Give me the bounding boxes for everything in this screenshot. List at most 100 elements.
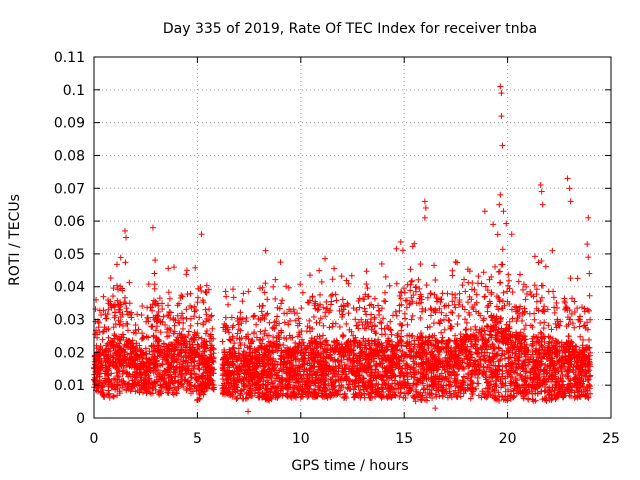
data-point bbox=[239, 298, 246, 305]
data-point bbox=[151, 285, 158, 292]
data-point bbox=[430, 320, 437, 327]
data-point bbox=[194, 320, 201, 327]
data-point bbox=[463, 326, 470, 333]
data-point bbox=[586, 292, 593, 299]
data-point bbox=[399, 247, 406, 254]
data-point bbox=[537, 298, 544, 305]
data-point bbox=[466, 311, 473, 318]
data-point bbox=[368, 311, 375, 318]
data-point bbox=[531, 310, 538, 317]
data-point bbox=[444, 290, 451, 297]
data-point bbox=[140, 334, 147, 341]
data-point bbox=[496, 268, 503, 275]
data-point bbox=[454, 321, 461, 328]
data-point bbox=[237, 309, 244, 316]
data-point bbox=[535, 259, 542, 266]
data-point bbox=[519, 317, 526, 324]
data-point bbox=[539, 282, 546, 289]
data-point bbox=[171, 384, 178, 391]
data-point bbox=[298, 305, 305, 312]
data-point bbox=[279, 297, 286, 304]
data-point bbox=[382, 381, 389, 388]
data-point bbox=[397, 295, 404, 302]
data-point bbox=[522, 296, 529, 303]
data-point bbox=[393, 280, 400, 287]
data-point bbox=[517, 303, 524, 310]
data-point bbox=[404, 321, 411, 328]
data-point bbox=[259, 302, 266, 309]
data-point bbox=[464, 299, 471, 306]
data-point bbox=[285, 284, 292, 291]
data-point bbox=[272, 358, 279, 365]
data-point bbox=[333, 297, 340, 304]
data-point bbox=[382, 273, 389, 280]
data-point bbox=[386, 282, 393, 289]
data-point bbox=[307, 272, 314, 279]
data-point bbox=[183, 306, 190, 313]
data-point bbox=[449, 309, 456, 316]
data-point bbox=[400, 285, 407, 292]
data-point bbox=[299, 289, 306, 296]
data-point bbox=[257, 385, 264, 392]
data-point bbox=[235, 345, 242, 352]
data-point bbox=[346, 326, 353, 333]
data-point bbox=[239, 315, 246, 322]
data-point bbox=[316, 267, 323, 274]
data-point bbox=[409, 243, 416, 250]
data-point bbox=[586, 307, 593, 314]
data-point bbox=[419, 305, 426, 312]
data-point bbox=[378, 331, 385, 338]
data-point bbox=[549, 247, 556, 254]
data-point bbox=[462, 288, 469, 295]
data-point bbox=[209, 325, 216, 332]
data-point bbox=[364, 285, 371, 292]
data-point bbox=[363, 325, 370, 332]
data-point bbox=[448, 309, 455, 316]
data-point bbox=[391, 380, 398, 387]
data-point bbox=[114, 261, 121, 268]
data-point bbox=[283, 283, 290, 290]
data-point bbox=[122, 259, 129, 266]
data-point bbox=[462, 326, 469, 333]
data-point bbox=[363, 268, 370, 275]
data-point bbox=[439, 334, 446, 341]
data-point bbox=[407, 287, 414, 294]
data-point bbox=[571, 324, 578, 331]
data-point bbox=[584, 319, 591, 326]
data-point bbox=[330, 320, 337, 327]
data-point bbox=[124, 327, 131, 334]
data-point bbox=[348, 272, 355, 279]
data-point bbox=[113, 282, 120, 289]
data-point bbox=[155, 308, 162, 315]
data-point bbox=[378, 325, 385, 332]
data-point bbox=[548, 326, 555, 333]
data-point bbox=[398, 327, 405, 334]
data-point bbox=[409, 312, 416, 319]
data-point bbox=[280, 342, 287, 349]
data-point bbox=[230, 322, 237, 329]
chart-title: Day 335 of 2019, Rate Of TEC Index for r… bbox=[163, 21, 537, 37]
data-point bbox=[382, 298, 389, 305]
data-point bbox=[196, 314, 203, 321]
data-point bbox=[222, 288, 229, 295]
data-point bbox=[317, 291, 324, 298]
data-point bbox=[407, 281, 414, 288]
data-point bbox=[393, 312, 400, 319]
data-point bbox=[148, 323, 155, 330]
data-point bbox=[438, 329, 445, 336]
data-point bbox=[569, 320, 576, 327]
data-point bbox=[319, 332, 326, 339]
data-point bbox=[540, 325, 547, 332]
data-point bbox=[472, 323, 479, 330]
data-point bbox=[408, 278, 415, 285]
data-point bbox=[159, 306, 166, 313]
data-point bbox=[180, 325, 187, 332]
data-point bbox=[531, 316, 538, 323]
data-point bbox=[411, 240, 418, 247]
data-point bbox=[452, 258, 459, 265]
data-point bbox=[538, 294, 545, 301]
data-point bbox=[408, 277, 415, 284]
data-point bbox=[533, 298, 540, 305]
data-point bbox=[343, 320, 350, 327]
data-point bbox=[476, 366, 483, 373]
